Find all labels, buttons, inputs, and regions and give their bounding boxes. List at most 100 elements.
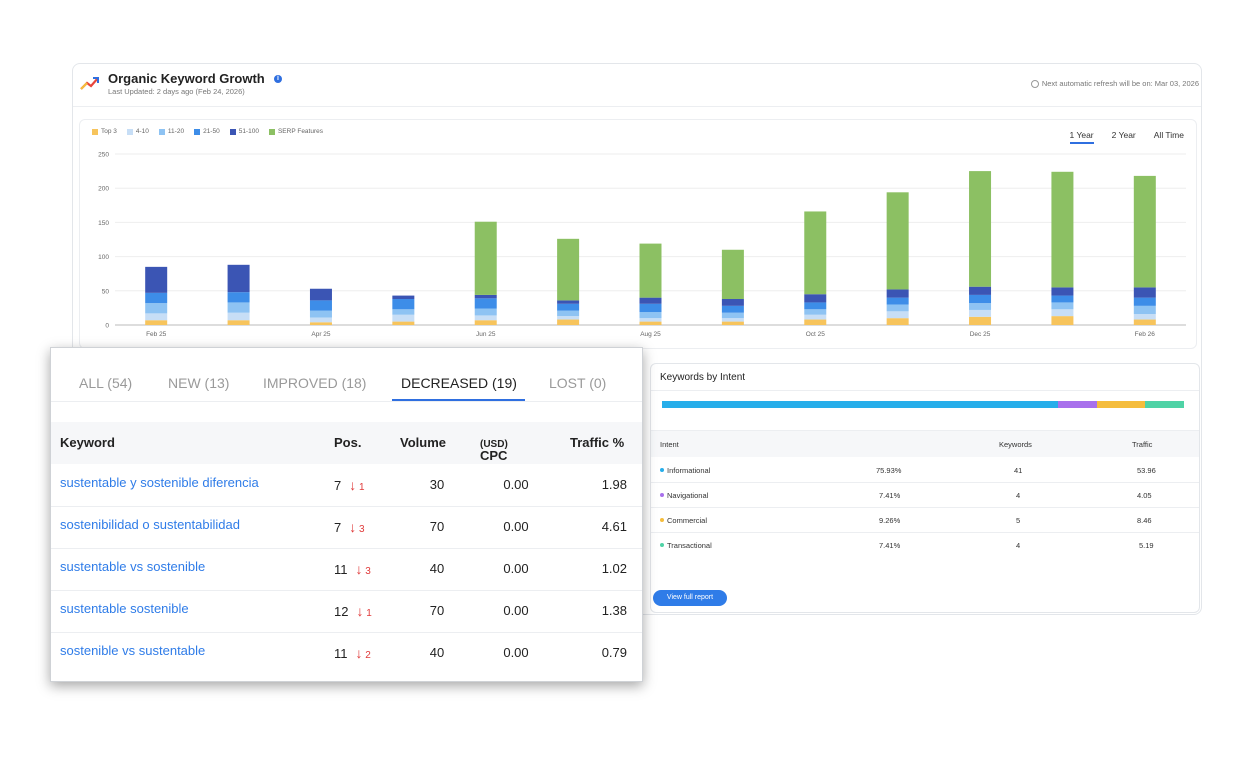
refresh-note: Next automatic refresh will be on: Mar 0… <box>1030 79 1199 88</box>
intent-color-dot <box>660 493 664 497</box>
bar-segment <box>721 318 744 322</box>
bar-segment <box>392 321 415 325</box>
bar-segment <box>1133 305 1156 315</box>
bar-segment <box>804 314 827 320</box>
tab-all[interactable]: ALL (54) <box>79 375 133 391</box>
legend-item-11-20[interactable]: 11-20 <box>158 128 184 135</box>
cpc-value: 0.00 <box>503 477 529 492</box>
bar-segment <box>145 266 168 293</box>
bar-segment <box>886 311 909 319</box>
intent-row: Navigational 7.41% 4 4.05 <box>651 482 1199 508</box>
col-pos[interactable]: Pos. <box>334 435 362 450</box>
tab-new[interactable]: NEW (13) <box>168 375 230 391</box>
legend-item-serp-features[interactable]: SERP Features <box>268 128 323 135</box>
position-cell: 12 ↓ 1 <box>334 603 372 619</box>
intent-name: Informational <box>660 466 710 475</box>
bar-segment <box>474 320 497 325</box>
range-2-year[interactable]: 2 Year <box>1111 130 1136 140</box>
bar-segment <box>969 316 992 325</box>
intent-color-dot <box>660 518 664 522</box>
position-change: ↓ 1 <box>349 477 364 493</box>
keyword-link[interactable]: sostenibilidad o sustentabilidad <box>60 517 240 532</box>
intent-color-dot <box>660 468 664 472</box>
intent-distribution-bar <box>662 401 1184 408</box>
legend-swatch <box>158 128 165 135</box>
bar-segment <box>474 315 497 321</box>
intent-name-text: Commercial <box>667 516 708 525</box>
arrow-down-icon: ↓ <box>355 645 363 661</box>
position-cell: 11 ↓ 2 <box>334 645 371 661</box>
intent-pct: 75.93% <box>876 466 902 475</box>
y-tick-label: 250 <box>98 152 109 159</box>
bar-segment <box>392 314 415 322</box>
cpc-value: 0.00 <box>503 561 529 576</box>
bar-segment <box>392 309 415 315</box>
bar-segment <box>227 292 250 303</box>
position-value: 11 <box>334 562 348 577</box>
keyword-link[interactable]: sostenible vs sustentable <box>60 643 206 658</box>
intent-row: Transactional 7.41% 4 5.19 <box>651 532 1199 557</box>
view-full-report-button[interactable]: View full report <box>653 590 727 606</box>
position-change: ↓ 3 <box>349 519 364 535</box>
bar-segment <box>309 310 332 318</box>
position-cell: 11 ↓ 3 <box>334 561 371 577</box>
bar-segment <box>804 319 827 325</box>
active-tab-indicator <box>392 399 525 401</box>
col-intent: Intent <box>660 440 679 449</box>
bar-segment <box>227 320 250 325</box>
bar-segment <box>886 297 909 305</box>
tab-decreased[interactable]: DECREASED (19) <box>401 375 517 391</box>
keyword-table-header: Keyword Pos. Volume CPC (USD) Traffic % <box>51 422 642 464</box>
legend-swatch <box>229 128 236 135</box>
keyword-link[interactable]: sustentable vs sostenible <box>60 559 206 574</box>
position-change: ↓ 2 <box>356 645 371 661</box>
intent-bar-segment <box>1145 401 1184 408</box>
col-cpc[interactable]: CPC (USD) <box>480 435 508 463</box>
x-tick-label: Jun 25 <box>476 331 496 338</box>
divider <box>51 401 642 402</box>
bar-segment <box>309 317 332 323</box>
keyword-link[interactable]: sustentable y sostenible diferencia <box>60 475 259 490</box>
bar-segment <box>639 303 662 313</box>
legend-item-21-50[interactable]: 21-50 <box>194 128 220 135</box>
info-icon[interactable]: i <box>274 75 282 83</box>
intent-row: Commercial 9.26% 5 8.46 <box>651 507 1199 533</box>
range-1-year[interactable]: 1 Year <box>1069 130 1094 144</box>
growth-trend-icon <box>80 77 99 90</box>
legend-item-4-10[interactable]: 4-10 <box>126 128 149 135</box>
keyword-link[interactable]: sustentable sostenible <box>60 601 189 616</box>
x-tick-label: Oct 25 <box>806 331 826 338</box>
keyword-row: sostenible vs sustentable 11 ↓ 2 40 0.00 … <box>51 632 642 674</box>
cpc-value: 0.00 <box>503 519 529 534</box>
legend-item-51-100[interactable]: 51-100 <box>229 128 259 135</box>
tab-lost[interactable]: LOST (0) <box>549 375 607 391</box>
bar-segment <box>309 322 332 325</box>
legend-item-top3[interactable]: Top 3 <box>92 128 117 135</box>
intent-color-dot <box>660 543 664 547</box>
bar-segment <box>1051 302 1074 310</box>
traffic-value: 1.02 <box>601 561 627 576</box>
bar-segment <box>804 211 827 295</box>
col-volume[interactable]: Volume <box>400 435 446 450</box>
legend-swatch <box>194 128 201 135</box>
range-all-time[interactable]: All Time <box>1153 130 1184 140</box>
bar-segment <box>639 243 662 298</box>
position-value: 12 <box>334 604 349 619</box>
intent-keywords: 4 <box>1016 491 1021 500</box>
bar-segment <box>227 312 250 321</box>
intent-bar-segment <box>1058 401 1097 408</box>
keywords-by-intent-panel: Keywords by Intent Intent Keywords Traff… <box>650 363 1200 613</box>
bar-segment <box>1133 314 1156 320</box>
col-traffic[interactable]: Traffic % <box>570 435 625 450</box>
keyword-changes-popup: ALL (54) NEW (13) IMPROVED (18) DECREASE… <box>50 347 643 682</box>
tab-improved[interactable]: IMPROVED (18) <box>263 375 367 391</box>
intent-name-text: Transactional <box>667 541 712 550</box>
y-tick-label: 150 <box>98 220 109 227</box>
intent-traffic: 53.96 <box>1137 466 1156 475</box>
intent-bar-segment <box>1097 401 1146 408</box>
bar-segment <box>392 295 415 300</box>
legend-label: SERP Features <box>277 128 323 135</box>
col-keyword[interactable]: Keyword <box>60 435 115 450</box>
col-cpc-label: CPC <box>480 448 508 463</box>
bar-segment <box>557 303 580 311</box>
